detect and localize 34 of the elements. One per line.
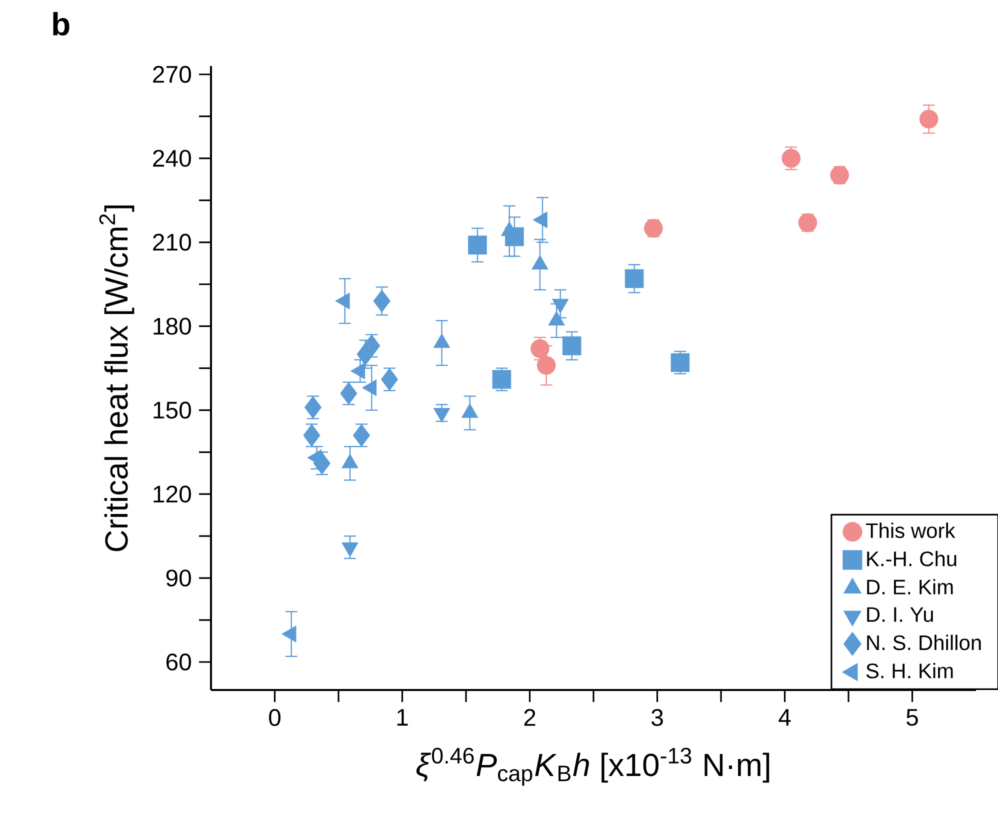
- y-tick-label: 60: [166, 654, 192, 670]
- legend-label: This work: [866, 522, 956, 538]
- point: [530, 339, 550, 358]
- y-tick-label: 270: [153, 66, 191, 83]
- y-tick-label: 210: [153, 234, 191, 251]
- legend-label: S. H. Kim: [866, 662, 953, 678]
- y-tick-label: 120: [154, 486, 191, 503]
- y-tick-label: 240: [153, 150, 191, 167]
- point: [798, 213, 818, 232]
- x-tick-label: 2: [524, 709, 536, 726]
- x-tick-label: 0: [269, 709, 280, 726]
- point: [373, 290, 390, 312]
- x-tick-label: 3: [651, 709, 663, 726]
- y-tick-label: 150: [154, 402, 191, 419]
- y-tick-label: 180: [154, 318, 191, 335]
- legend-label: N. S. Dhillon: [867, 634, 981, 650]
- y-axis-title: Critical heat flux [W/cm$^{2}$]: [99, 206, 134, 552]
- point: [492, 370, 512, 389]
- legend-label: K.-H. Chu: [867, 550, 956, 566]
- x-tick-label: 4: [778, 709, 791, 726]
- legend-label: D. I. Yu: [867, 607, 933, 622]
- point: [624, 269, 644, 288]
- x-tick-label: 1: [397, 709, 408, 726]
- point: [536, 356, 556, 375]
- text: ξ$^{0.46}$P$_{cap}$K$_{B}$h [x10$^{-13}$ N·m]: [416, 748, 770, 786]
- chart-title: b: [53, 12, 70, 36]
- point: [670, 353, 690, 372]
- y-tick-label: 90: [166, 570, 192, 587]
- point: [468, 236, 487, 254]
- x-tick-label: 5: [906, 709, 918, 726]
- point: [782, 148, 801, 168]
- point: [562, 336, 582, 356]
- legend-label: D. E. Kim: [867, 579, 953, 594]
- point: [919, 110, 938, 129]
